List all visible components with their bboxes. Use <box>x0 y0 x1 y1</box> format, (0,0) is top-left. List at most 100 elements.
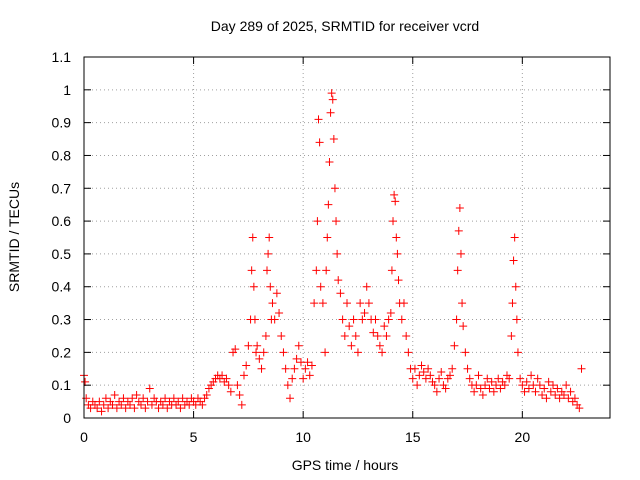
data-point <box>154 404 163 413</box>
data-point <box>136 400 145 409</box>
data-point <box>382 331 391 340</box>
data-point <box>250 315 259 324</box>
data-point <box>141 404 150 413</box>
data-point <box>202 391 211 400</box>
data-point <box>478 391 487 400</box>
data-point <box>340 331 349 340</box>
data-point <box>489 387 498 396</box>
data-point <box>509 256 518 265</box>
data-point <box>516 374 525 383</box>
x-tick-label: 0 <box>80 429 88 445</box>
data-point <box>375 341 384 350</box>
data-point <box>456 249 465 258</box>
data-point <box>397 315 406 324</box>
data-point <box>95 397 104 406</box>
data-point <box>351 331 360 340</box>
data-point <box>511 282 520 291</box>
data-point <box>158 400 167 409</box>
data-point <box>81 377 90 386</box>
data-point <box>553 384 562 393</box>
x-tick-label: 20 <box>515 429 531 445</box>
data-point <box>500 381 509 390</box>
data-point <box>321 348 330 357</box>
data-point <box>481 381 490 390</box>
data-point <box>333 249 342 258</box>
data-point <box>255 354 264 363</box>
data-point <box>176 404 185 413</box>
data-point <box>461 348 470 357</box>
data-point <box>533 374 542 383</box>
data-point <box>266 282 275 291</box>
data-point <box>544 377 553 386</box>
y-axis-label: SRMTID / TECUs <box>6 182 22 292</box>
data-point <box>538 391 547 400</box>
data-point <box>112 404 121 413</box>
data-point <box>353 348 362 357</box>
data-point <box>316 282 325 291</box>
data-point <box>472 381 481 390</box>
data-point <box>97 407 106 416</box>
data-point <box>334 276 343 285</box>
data-point <box>360 308 369 317</box>
data-point <box>494 374 503 383</box>
data-point <box>476 384 485 393</box>
data-point <box>485 384 494 393</box>
data-point <box>508 299 517 308</box>
data-point <box>108 400 117 409</box>
y-tick-label: 0.7 <box>52 180 72 196</box>
data-point <box>520 387 529 396</box>
data-point <box>487 377 496 386</box>
data-point <box>174 397 183 406</box>
data-point <box>546 387 555 396</box>
data-point <box>448 364 457 373</box>
data-point <box>312 266 321 275</box>
data-point <box>198 400 207 409</box>
data-series <box>80 89 586 416</box>
data-point <box>505 374 514 383</box>
y-tick-label: 0 <box>63 410 71 426</box>
data-point <box>313 217 322 226</box>
data-point <box>263 266 272 275</box>
y-tick-label: 0.1 <box>52 377 72 393</box>
data-point <box>143 397 152 406</box>
data-point <box>139 394 148 403</box>
data-point <box>249 282 258 291</box>
data-point <box>101 394 110 403</box>
data-point <box>275 308 284 317</box>
data-point <box>99 400 108 409</box>
data-point <box>575 404 584 413</box>
x-tick-label: 10 <box>295 429 311 445</box>
data-point <box>347 341 356 350</box>
data-point <box>424 364 433 373</box>
data-point <box>237 400 246 409</box>
data-point <box>470 387 479 396</box>
data-point <box>393 249 402 258</box>
data-point <box>218 371 227 380</box>
data-point <box>437 368 446 377</box>
data-point <box>510 233 519 242</box>
data-point <box>513 348 522 357</box>
data-point <box>332 217 341 226</box>
data-point <box>577 364 586 373</box>
data-point <box>408 374 417 383</box>
data-point <box>535 381 544 390</box>
data-point <box>283 381 292 390</box>
data-point <box>465 374 474 383</box>
data-point <box>329 135 338 144</box>
data-point <box>463 364 472 373</box>
data-point <box>324 200 333 209</box>
data-point <box>358 315 367 324</box>
data-point <box>270 315 279 324</box>
data-point <box>305 371 314 380</box>
data-point <box>301 364 310 373</box>
data-point <box>380 322 389 331</box>
data-point <box>330 184 339 193</box>
data-point <box>421 374 430 383</box>
data-point <box>314 115 323 124</box>
data-point <box>163 404 172 413</box>
data-point <box>384 315 393 324</box>
data-point <box>261 331 270 340</box>
data-point <box>110 391 119 400</box>
data-point <box>430 381 439 390</box>
data-point <box>455 203 464 212</box>
